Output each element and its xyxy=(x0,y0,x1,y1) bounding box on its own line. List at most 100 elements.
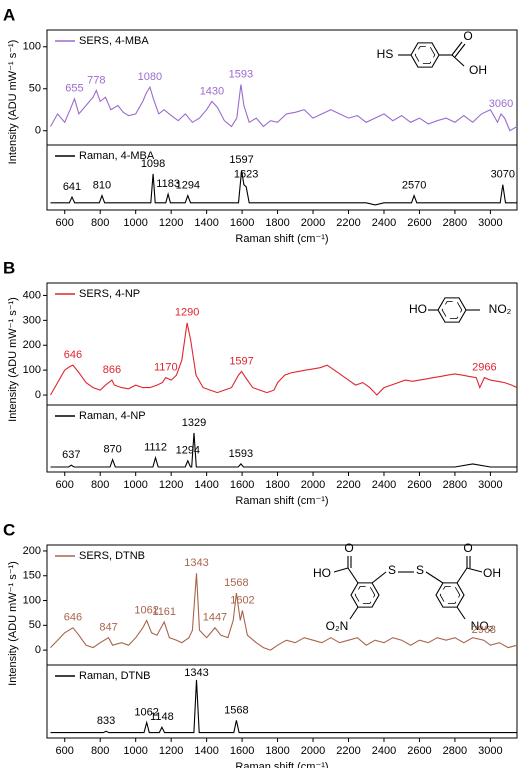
structure-label: O xyxy=(463,541,472,555)
benzene-inner xyxy=(354,586,376,604)
spectrum-line xyxy=(50,432,517,468)
x-tick-label: 1200 xyxy=(159,217,183,229)
peak-label: 1593 xyxy=(229,68,253,80)
x-tick-label: 2400 xyxy=(372,745,396,757)
x-tick-label: 1200 xyxy=(159,479,183,491)
bond xyxy=(456,567,468,584)
plot-frame xyxy=(46,544,518,739)
bond xyxy=(349,606,359,620)
peak-label: 866 xyxy=(103,364,121,376)
y-tick-label: 200 xyxy=(23,545,41,557)
x-tick-label: 600 xyxy=(56,479,74,491)
x-tick-label: 2000 xyxy=(301,479,325,491)
structure-label: O xyxy=(463,29,472,43)
y-tick-label: 100 xyxy=(23,594,41,606)
peak-label: 1098 xyxy=(141,158,165,170)
x-axis-label: Raman shift (cm⁻¹) xyxy=(235,495,328,507)
bond xyxy=(451,41,463,56)
legend-label: Raman, 4-NP xyxy=(79,410,146,422)
y-axis-label: Intensity (ADU mW⁻¹ s⁻¹) xyxy=(7,561,19,686)
x-tick-label: 2000 xyxy=(301,745,325,757)
peak-label: 2963 xyxy=(472,624,496,636)
plot-frame xyxy=(46,29,518,211)
y-tick-label: 300 xyxy=(23,314,41,326)
x-tick-label: 1600 xyxy=(230,479,254,491)
peak-label: 1597 xyxy=(229,154,253,166)
bond xyxy=(425,571,444,584)
legend-label: Raman, DTNB xyxy=(79,670,151,682)
x-tick-label: 800 xyxy=(91,479,109,491)
peak-label: 1112 xyxy=(144,442,167,454)
y-tick-label: 100 xyxy=(23,41,41,53)
legend-label: SERS, DTNB xyxy=(79,550,145,562)
peak-label: 2966 xyxy=(472,362,496,374)
spectrum-line xyxy=(50,679,517,734)
peak-label: 1568 xyxy=(224,704,248,716)
peak-label: 3070 xyxy=(491,169,515,181)
peak-label: 646 xyxy=(64,349,82,361)
peak-label: 637 xyxy=(62,449,80,461)
peak-label: 1062 xyxy=(134,706,158,718)
peak-label: 2570 xyxy=(402,179,426,191)
peak-label: 641 xyxy=(63,181,81,193)
x-tick-label: 2200 xyxy=(336,745,360,757)
structure-label: HO xyxy=(409,302,427,316)
peak-label: 847 xyxy=(99,622,117,634)
x-tick-label: 1800 xyxy=(265,217,289,229)
x-tick-label: 2000 xyxy=(301,217,325,229)
x-tick-label: 3000 xyxy=(478,217,502,229)
peak-label: 1447 xyxy=(203,612,227,624)
legend-label: Raman, 4-MBA xyxy=(79,150,155,162)
bond xyxy=(456,606,466,620)
panel-letter: A xyxy=(3,5,15,24)
peak-label: 655 xyxy=(65,83,83,95)
y-tick-label: 0 xyxy=(35,125,41,137)
x-tick-label: 1800 xyxy=(265,745,289,757)
peak-label: 833 xyxy=(97,715,115,727)
y-tick-label: 50 xyxy=(29,83,41,95)
bond xyxy=(371,571,387,584)
peak-label: 810 xyxy=(93,179,111,191)
structure-label: O xyxy=(344,541,353,555)
x-axis-label: Raman shift (cm⁻¹) xyxy=(235,761,328,768)
x-tick-label: 2600 xyxy=(407,745,431,757)
x-tick-label: 1600 xyxy=(230,745,254,757)
structure-label: NO₂ xyxy=(471,619,494,633)
y-tick-label: 0 xyxy=(35,389,41,401)
benzene-inner xyxy=(441,301,463,319)
y-axis-label: Intensity (ADU mW⁻¹ s⁻¹) xyxy=(7,297,19,422)
x-tick-label: 3000 xyxy=(478,479,502,491)
peak-label: 1597 xyxy=(229,355,253,367)
panel-letter: C xyxy=(3,520,15,539)
structure-label: OH xyxy=(469,63,487,77)
peak-label: 1329 xyxy=(182,417,206,429)
structure-label: NO₂ xyxy=(489,302,512,316)
peak-label: 1568 xyxy=(224,577,248,589)
peak-label: 1623 xyxy=(234,169,258,181)
x-tick-label: 2400 xyxy=(372,479,396,491)
bond xyxy=(333,567,349,573)
peak-label: 1593 xyxy=(229,448,253,460)
peak-label: 1080 xyxy=(138,71,162,83)
structure-label: O₂N xyxy=(326,619,349,633)
x-tick-label: 1800 xyxy=(265,479,289,491)
x-tick-label: 3000 xyxy=(478,745,502,757)
spectrum-line xyxy=(50,84,518,132)
plot-frame xyxy=(46,282,518,473)
y-tick-label: 150 xyxy=(23,570,41,582)
spectrum-line xyxy=(50,170,517,206)
y-tick-label: 200 xyxy=(23,339,41,351)
x-tick-label: 1000 xyxy=(123,479,147,491)
structure-label: HS xyxy=(377,47,394,61)
x-tick-label: 1600 xyxy=(230,217,254,229)
x-axis-label: Raman shift (cm⁻¹) xyxy=(235,233,328,245)
x-tick-label: 600 xyxy=(56,745,74,757)
spectrum-line xyxy=(50,322,518,396)
bond xyxy=(466,567,483,573)
peak-label: 1343 xyxy=(184,667,208,679)
bond xyxy=(347,567,359,584)
legend-label: SERS, 4-NP xyxy=(79,288,140,300)
peak-label: 1343 xyxy=(184,557,208,569)
peak-label: 870 xyxy=(103,443,121,455)
